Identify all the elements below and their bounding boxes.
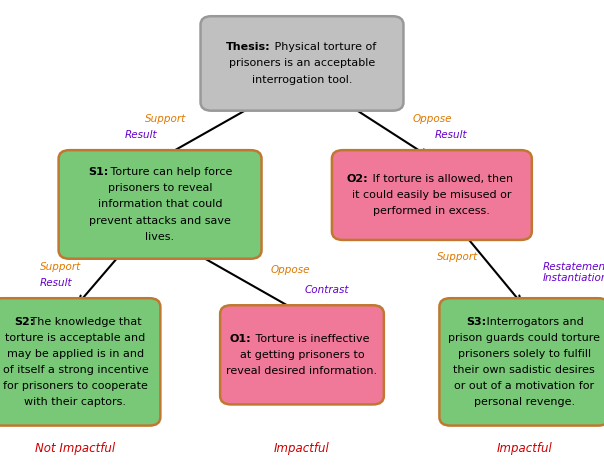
Text: for prisoners to cooperate: for prisoners to cooperate [3,381,148,391]
Text: performed in excess.: performed in excess. [373,206,490,216]
Text: S2:: S2: [14,317,35,327]
Text: Support: Support [40,262,82,272]
Text: The knowledge that: The knowledge that [27,317,142,327]
Text: may be applied is in and: may be applied is in and [7,349,144,359]
Text: Support: Support [144,114,186,124]
Text: Impactful: Impactful [496,442,552,455]
Text: personal revenge.: personal revenge. [474,397,575,407]
Text: Support: Support [437,252,478,262]
FancyBboxPatch shape [440,298,604,426]
FancyBboxPatch shape [332,150,532,240]
FancyBboxPatch shape [59,150,262,259]
Text: Impactful: Impactful [274,442,330,455]
Text: lives.: lives. [146,232,175,242]
Text: information that could: information that could [98,199,222,210]
Text: of itself a strong incentive: of itself a strong incentive [2,365,149,375]
Text: prisoners is an acceptable: prisoners is an acceptable [229,58,375,69]
FancyBboxPatch shape [220,306,384,404]
Text: prisoners solely to fulfill: prisoners solely to fulfill [458,349,591,359]
Text: prevent attacks and save: prevent attacks and save [89,216,231,226]
Text: Torture is ineffective: Torture is ineffective [252,334,370,344]
Text: Result: Result [40,278,72,288]
Text: Thesis:: Thesis: [226,42,271,52]
Text: at getting prisoners to: at getting prisoners to [240,350,364,360]
Text: Physical torture of: Physical torture of [271,42,376,52]
FancyBboxPatch shape [201,16,403,111]
Text: prison guards could torture: prison guards could torture [448,333,600,343]
Text: interrogation tool.: interrogation tool. [252,75,352,85]
Text: Restatement,
Instantiation: Restatement, Instantiation [542,262,604,283]
Text: O1:: O1: [230,334,251,344]
Text: Oppose: Oppose [270,265,310,275]
Text: Oppose: Oppose [413,114,452,124]
Text: or out of a motivation for: or out of a motivation for [454,381,594,391]
Text: reveal desired information.: reveal desired information. [226,366,378,376]
Text: S1:: S1: [89,167,109,177]
Text: Torture can help force: Torture can help force [106,167,232,177]
Text: with their captors.: with their captors. [25,397,126,407]
Text: prisoners to reveal: prisoners to reveal [108,183,213,193]
Text: O2:: O2: [346,174,368,184]
Text: Not Impactful: Not Impactful [36,442,115,455]
FancyBboxPatch shape [0,298,160,426]
Text: their own sadistic desires: their own sadistic desires [454,365,595,375]
Text: torture is acceptable and: torture is acceptable and [5,333,146,343]
Text: If torture is allowed, then: If torture is allowed, then [369,174,513,184]
Text: Contrast: Contrast [305,285,350,295]
Text: Interrogators and: Interrogators and [483,317,584,327]
Text: S3:: S3: [466,317,486,327]
Text: Result: Result [124,130,157,140]
Text: it could easily be misused or: it could easily be misused or [352,190,512,200]
Text: Result: Result [435,130,467,140]
